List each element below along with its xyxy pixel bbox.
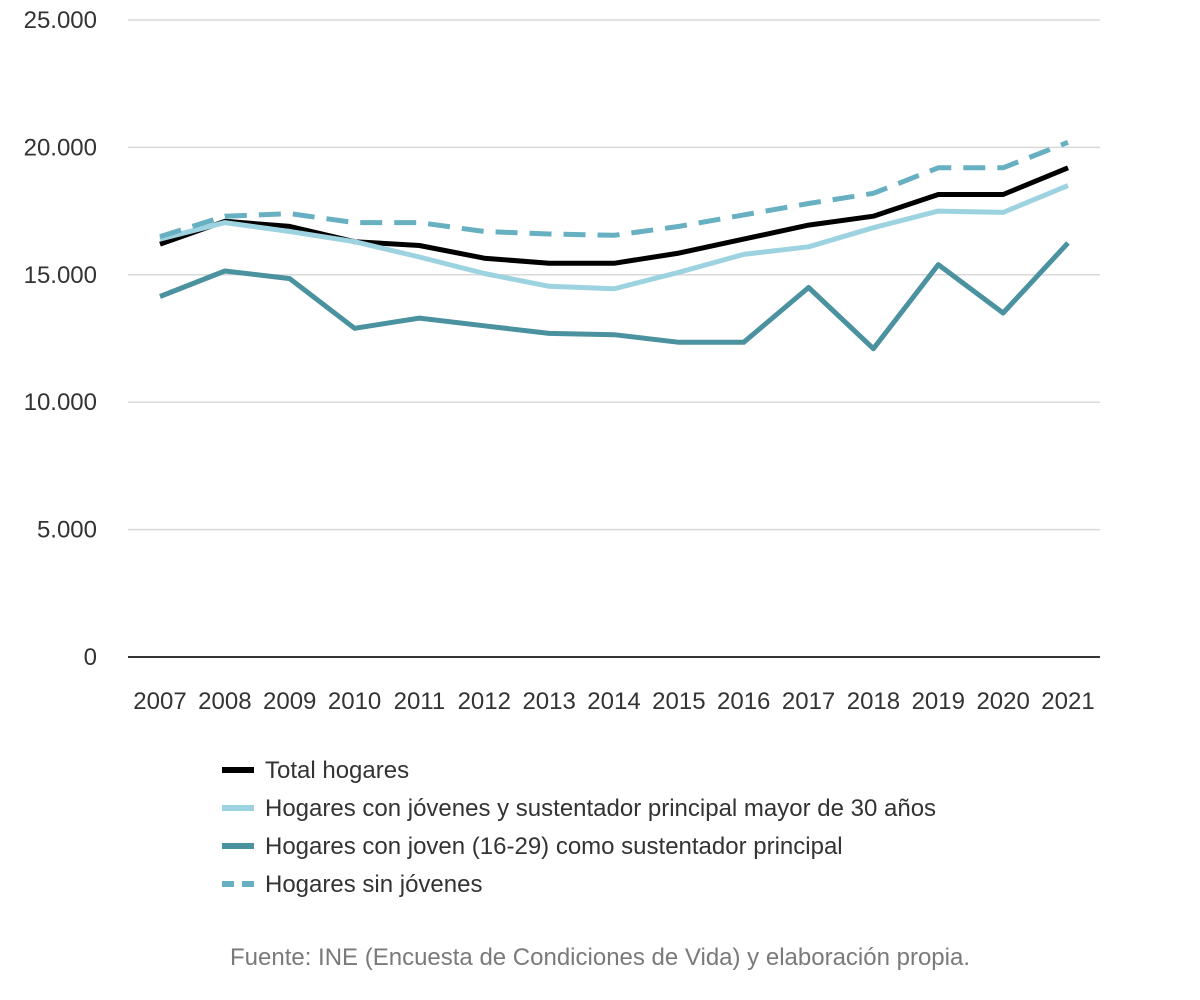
x-tick-label: 2021 — [1041, 688, 1094, 715]
x-tick-label: 2020 — [976, 688, 1029, 715]
x-tick-label: 2014 — [587, 688, 640, 715]
x-tick-label: 2018 — [847, 688, 900, 715]
x-tick-label: 2011 — [394, 688, 446, 715]
legend-item: Total hogares — [222, 757, 409, 784]
x-tick-label: 2016 — [717, 688, 770, 715]
y-tick-label: 10.000 — [24, 389, 97, 416]
y-axis-tick-labels: 0 5.000 10.000 15.000 20.000 25.000 — [24, 7, 97, 671]
series-line — [159, 241, 1070, 352]
legend-item: Hogares sin jóvenes — [222, 871, 482, 898]
legend-label: Hogares con jóvenes y sustentador princi… — [265, 795, 936, 822]
series-line — [159, 183, 1069, 292]
legend-label: Hogares con joven (16-29) como sustentad… — [265, 833, 843, 860]
x-axis-tick-labels: 2007 2008 2009 2010 2011 2012 2013 2014 2015 2016… — [133, 688, 1094, 715]
y-tick-label: 25.000 — [24, 7, 97, 34]
legend-label: Total hogares — [265, 757, 409, 784]
source-note: Fuente: INE (Encuesta de Condiciones de … — [230, 944, 970, 971]
x-tick-label: 2019 — [912, 688, 965, 715]
gridlines — [128, 19, 1100, 531]
x-tick-label: 2007 — [133, 688, 186, 715]
series-lines — [159, 139, 1070, 352]
y-tick-label: 0 — [84, 644, 97, 671]
y-tick-label: 15.000 — [24, 262, 97, 289]
legend-item: Hogares con jóvenes y sustentador princi… — [222, 795, 936, 822]
series-line — [159, 165, 1069, 266]
legend-label: Hogares sin jóvenes — [265, 871, 482, 898]
x-tick-label: 2017 — [782, 688, 835, 715]
y-tick-label: 20.000 — [24, 134, 97, 161]
x-tick-label: 2013 — [522, 688, 575, 715]
x-tick-label: 2009 — [263, 688, 316, 715]
x-tick-label: 2008 — [198, 688, 251, 715]
legend-item: Hogares con joven (16-29) como sustentad… — [222, 833, 843, 860]
x-tick-label: 2010 — [328, 688, 381, 715]
y-tick-label: 5.000 — [37, 517, 97, 544]
legend: Total hogares Hogares con jóvenes y suste… — [222, 757, 936, 898]
x-tick-label: 2012 — [458, 688, 511, 715]
x-tick-label: 2015 — [652, 688, 705, 715]
series-line — [159, 139, 1069, 239]
